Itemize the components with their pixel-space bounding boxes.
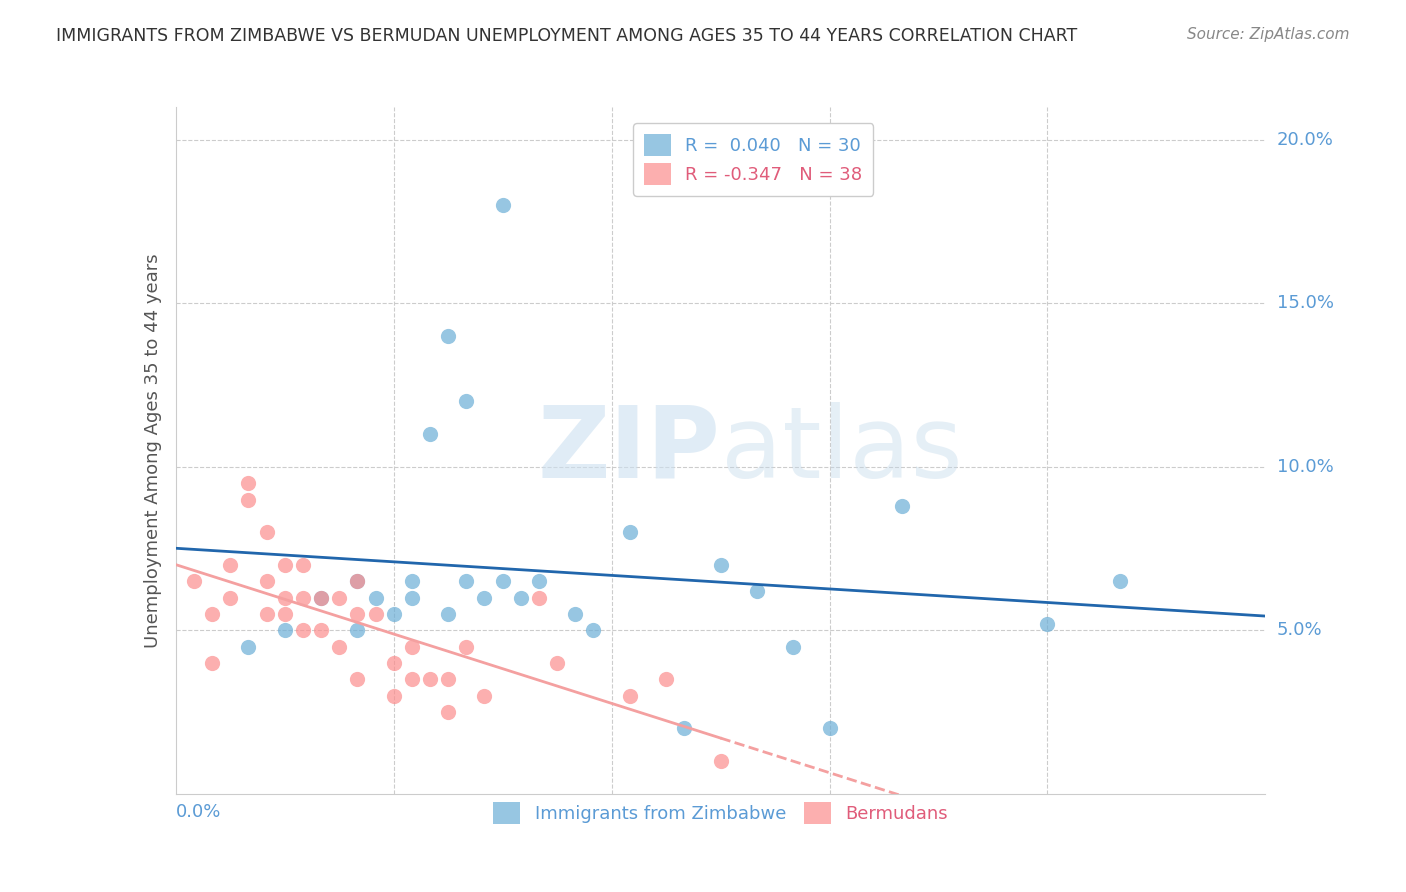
Point — [256, 525, 278, 540]
Point — [346, 574, 368, 589]
Point — [291, 558, 314, 572]
Point — [492, 574, 515, 589]
Point — [274, 624, 297, 638]
Point — [437, 705, 460, 719]
Text: IMMIGRANTS FROM ZIMBABWE VS BERMUDAN UNEMPLOYMENT AMONG AGES 35 TO 44 YEARS CORR: IMMIGRANTS FROM ZIMBABWE VS BERMUDAN UNE… — [56, 27, 1077, 45]
Point — [1109, 574, 1132, 589]
Point — [474, 689, 496, 703]
Point — [238, 492, 260, 507]
Point — [328, 640, 350, 654]
Text: 5.0%: 5.0% — [1277, 622, 1322, 640]
Point — [328, 591, 350, 605]
Point — [745, 584, 768, 599]
Legend: Immigrants from Zimbabwe, Bermudans: Immigrants from Zimbabwe, Bermudans — [484, 793, 957, 833]
Point — [474, 591, 496, 605]
Text: 10.0%: 10.0% — [1277, 458, 1333, 475]
Point — [564, 607, 586, 621]
Point — [1036, 616, 1059, 631]
Y-axis label: Unemployment Among Ages 35 to 44 years: Unemployment Among Ages 35 to 44 years — [143, 253, 162, 648]
Point — [437, 607, 460, 621]
Point — [401, 640, 423, 654]
Point — [364, 591, 387, 605]
Point — [238, 476, 260, 491]
Point — [527, 591, 550, 605]
Text: 20.0%: 20.0% — [1277, 131, 1333, 149]
Point — [818, 722, 841, 736]
Point — [183, 574, 205, 589]
Point — [437, 673, 460, 687]
Point — [546, 656, 568, 670]
Point — [309, 624, 332, 638]
Point — [238, 640, 260, 654]
Point — [346, 607, 368, 621]
Point — [274, 558, 297, 572]
Point — [201, 607, 224, 621]
Point — [456, 574, 478, 589]
Point — [382, 607, 405, 621]
Point — [219, 558, 242, 572]
Point — [256, 574, 278, 589]
Point — [655, 673, 678, 687]
Point — [456, 394, 478, 409]
Point — [419, 673, 441, 687]
Point — [274, 591, 297, 605]
Point — [291, 624, 314, 638]
Text: 0.0%: 0.0% — [176, 803, 221, 821]
Point — [291, 591, 314, 605]
Text: Source: ZipAtlas.com: Source: ZipAtlas.com — [1187, 27, 1350, 42]
Point — [673, 722, 696, 736]
Point — [274, 607, 297, 621]
Point — [710, 754, 733, 768]
Point — [619, 689, 641, 703]
Point — [219, 591, 242, 605]
Point — [256, 607, 278, 621]
Text: atlas: atlas — [721, 402, 962, 499]
Text: 15.0%: 15.0% — [1277, 294, 1333, 312]
Point — [456, 640, 478, 654]
Point — [582, 624, 605, 638]
Point — [891, 499, 914, 513]
Point — [309, 591, 332, 605]
Point — [401, 574, 423, 589]
Point — [309, 591, 332, 605]
Point — [509, 591, 531, 605]
Point — [710, 558, 733, 572]
Text: ZIP: ZIP — [537, 402, 721, 499]
Point — [401, 591, 423, 605]
Point — [346, 574, 368, 589]
Point — [346, 673, 368, 687]
Point — [527, 574, 550, 589]
Point — [419, 427, 441, 442]
Point — [382, 689, 405, 703]
Point — [346, 624, 368, 638]
Point — [492, 198, 515, 212]
Point — [619, 525, 641, 540]
Point — [201, 656, 224, 670]
Point — [437, 329, 460, 343]
Point — [364, 607, 387, 621]
Point — [382, 656, 405, 670]
Point — [401, 673, 423, 687]
Point — [782, 640, 804, 654]
